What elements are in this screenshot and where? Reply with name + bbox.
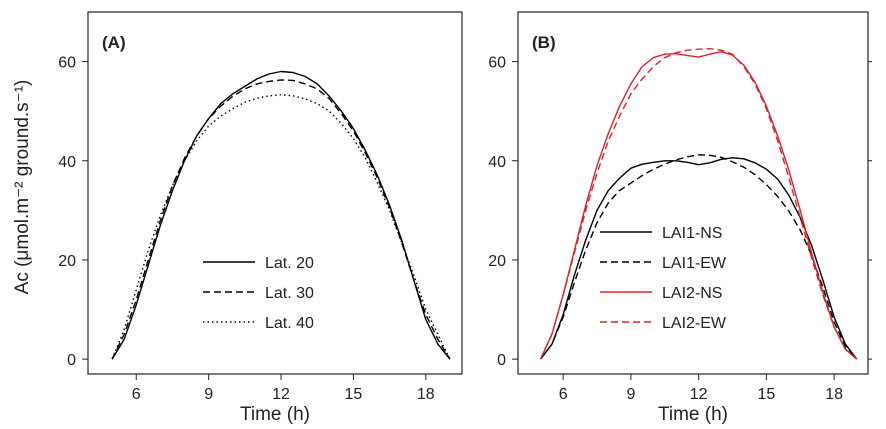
x-axis-title: Time (h): [658, 404, 728, 425]
y-tick-label: 20: [58, 253, 76, 270]
y-tick-label: 0: [67, 352, 76, 369]
legend-label: Lat. 40: [265, 315, 314, 332]
plot-frame: [87, 11, 463, 375]
y-tick-label: 40: [58, 154, 76, 171]
x-tick-label: 15: [757, 386, 775, 403]
plot-frame: [517, 11, 869, 375]
legend-label: LAI2-EW: [662, 315, 727, 332]
x-tick-label: 9: [626, 386, 635, 403]
series-line-lai2-ns: [539, 51, 858, 360]
legend-label: Lat. 20: [265, 255, 314, 272]
series-line-lat-20: [111, 70, 451, 360]
panel-label: (A): [102, 33, 126, 52]
series-line-lat-40: [111, 94, 451, 360]
x-tick-label: 6: [559, 386, 568, 403]
y-axis-title: Ac (μmol.m⁻² ground.s⁻¹): [12, 80, 33, 295]
y-tick-label: 40: [488, 154, 506, 171]
x-tick-label: 9: [204, 386, 213, 403]
legend-label: LAI1-EW: [662, 255, 727, 272]
panel-label: (B): [532, 33, 556, 52]
y-tick-label: 60: [488, 55, 506, 72]
x-tick-label: 18: [417, 386, 435, 403]
legend-label: LAI2-NS: [662, 285, 722, 302]
x-tick-label: 12: [690, 386, 708, 403]
y-tick-label: 0: [497, 352, 506, 369]
panel-a: 6 9 12 15 18 0 20 40 60 Time (h) Ac (μmol.m⁻² grou…: [12, 11, 463, 425]
y-tick-label: 60: [58, 55, 76, 72]
panel-b: 6 9 12 15 18 0 20 40 60 Time (h) (B) LAI1-NS LAI1-EW…: [488, 11, 872, 425]
x-tick-label: 6: [132, 386, 141, 403]
x-axis-title: Time (h): [240, 404, 310, 425]
legend-label: LAI1-NS: [662, 225, 722, 242]
x-tick-label: 15: [345, 386, 363, 403]
x-tick-label: 18: [825, 386, 843, 403]
series-line-lai1-ew: [540, 154, 858, 360]
x-tick-label: 12: [272, 386, 290, 403]
series-line-lai2-ew: [539, 48, 858, 360]
y-tick-label: 20: [488, 253, 506, 270]
legend-label: Lat. 30: [265, 285, 314, 302]
